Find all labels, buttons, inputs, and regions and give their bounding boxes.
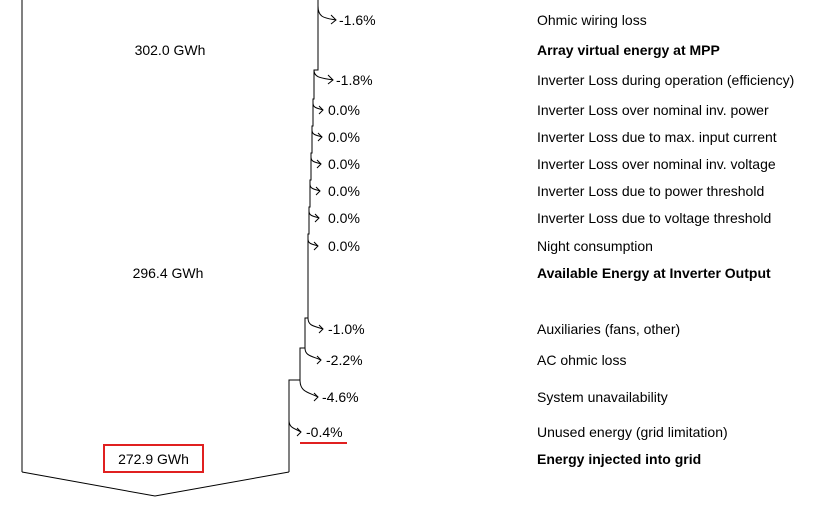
loss-arrow-1 — [317, 5, 337, 21]
loss-arrow-4 — [311, 129, 323, 138]
arrow-head-6 — [315, 186, 321, 196]
energy-value-highlight-box — [103, 444, 204, 473]
loss-label-system-unavailability: System unavailability — [537, 389, 668, 405]
loss-pct-inverter-max-current: 0.0% — [328, 129, 360, 145]
arrow-head-5 — [316, 159, 322, 169]
loss-arrow-7 — [308, 210, 320, 219]
loss-arrow-6 — [309, 183, 321, 192]
loss-arrow-9 — [307, 317, 324, 330]
loss-label-inverter-nominal-voltage: Inverter Loss over nominal inv. voltage — [537, 156, 776, 172]
arrow-head-7 — [314, 213, 320, 223]
loss-pct-auxiliaries: -1.0% — [328, 321, 365, 337]
loss-arrow-3 — [312, 102, 324, 111]
energy-value-grid: 272.9 GWh — [118, 451, 189, 467]
arrow-head-9 — [318, 324, 324, 334]
energy-label-inverter-output: Available Energy at Inverter Output — [537, 265, 771, 281]
arrow-head-4 — [317, 132, 323, 142]
loss-arrow-2 — [313, 69, 334, 81]
loss-pct-ohmic-wiring: -1.6% — [339, 12, 376, 28]
energy-label-grid: Energy injected into grid — [537, 451, 702, 467]
loss-pct-inverter-nominal-power: 0.0% — [328, 102, 360, 118]
loss-pct-inverter-nominal-voltage: 0.0% — [328, 156, 360, 172]
loss-label-power-threshold: Inverter Loss due to power threshold — [537, 183, 765, 199]
loss-label-night-consumption: Night consumption — [537, 238, 653, 254]
loss-pct-system-unavailability: -4.6% — [322, 389, 359, 405]
arrow-head-8 — [313, 241, 319, 251]
loss-pct-voltage-threshold: 0.0% — [328, 210, 360, 226]
loss-arrow-5 — [310, 156, 322, 165]
loss-label-voltage-threshold: Inverter Loss due to voltage threshold — [537, 210, 772, 226]
energy-value-inverter-output: 296.4 GWh — [132, 265, 204, 281]
loss-label-inverter-max-current: Inverter Loss due to max. input current — [537, 129, 777, 145]
arrow-head-1 — [330, 14, 337, 25]
loss-arrow-8 — [307, 238, 319, 247]
arrow-head-3 — [318, 105, 324, 115]
loss-label-ohmic-wiring: Ohmic wiring loss — [537, 12, 647, 28]
flow-right-edge — [288, 0, 319, 472]
loss-label-auxiliaries: Auxiliaries (fans, other) — [537, 321, 681, 337]
arrow-head-12 — [296, 427, 302, 437]
arrow-head-11 — [313, 392, 319, 402]
loss-label-inverter-nominal-power: Inverter Loss over nominal inv. power — [537, 102, 769, 118]
flow-bottom-arrow — [21, 471, 290, 497]
loss-pct-inverter-efficiency: -1.8% — [336, 72, 373, 88]
loss-arrow-10 — [304, 347, 322, 361]
loss-label-inverter-efficiency: Inverter Loss during operation (efficien… — [537, 72, 795, 88]
loss-pct-ac-ohmic: -2.2% — [326, 352, 363, 368]
loss-pct-power-threshold: 0.0% — [328, 183, 360, 199]
grid-limitation-underline — [300, 442, 347, 444]
arrow-head-2 — [327, 74, 334, 85]
loss-arrow-11 — [299, 379, 319, 398]
loss-pct-night-consumption: 0.0% — [328, 238, 360, 254]
arrow-head-10 — [316, 355, 322, 365]
loss-label-ac-ohmic: AC ohmic loss — [537, 352, 627, 368]
energy-value-mpp: 302.0 GWh — [134, 42, 206, 58]
energy-label-mpp: Array virtual energy at MPP — [537, 42, 720, 58]
loss-pct-grid-limitation: -0.4% — [306, 424, 343, 440]
loss-label-grid-limitation: Unused energy (grid limitation) — [537, 424, 728, 440]
loss-arrow-12 — [288, 419, 302, 433]
